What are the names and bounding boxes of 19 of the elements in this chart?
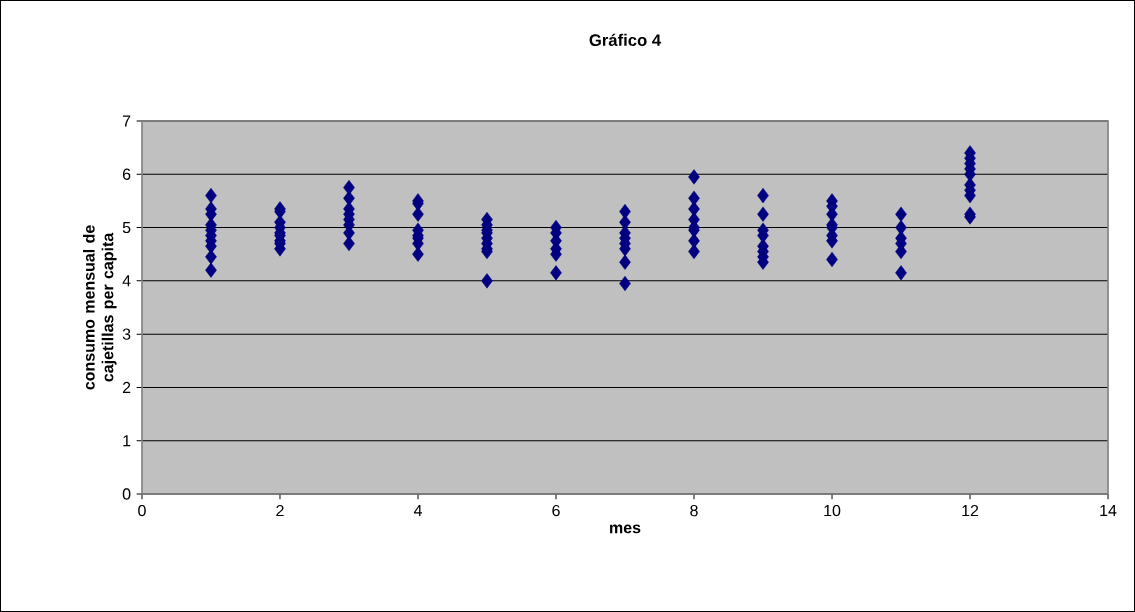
x-tick-label: 12	[962, 504, 979, 517]
y-tick-label: 1	[123, 435, 131, 447]
y-tick-label: 2	[122, 381, 131, 394]
y-tick-label: 3	[122, 328, 131, 340]
y-tick-label: 7	[122, 115, 131, 127]
x-tick-label: 14	[1100, 504, 1117, 516]
x-tick-label: 10	[824, 504, 841, 517]
y-axis-title: consumo mensual de cajetillas per capita	[82, 225, 117, 390]
x-tick-label: 2	[276, 504, 284, 517]
chart-title: Gráfico 4	[589, 33, 662, 47]
y-tick-label: 6	[122, 168, 131, 180]
y-tick-label: 5	[122, 221, 131, 234]
x-tick-label: 0	[138, 504, 146, 517]
x-tick-label: 6	[552, 504, 560, 517]
x-tick-label: 4	[413, 504, 422, 516]
x-axis-title: mes	[610, 524, 641, 534]
x-tick-label: 8	[690, 504, 698, 517]
y-tick-label: 4	[122, 275, 131, 287]
y-tick-label: 0	[122, 488, 131, 500]
